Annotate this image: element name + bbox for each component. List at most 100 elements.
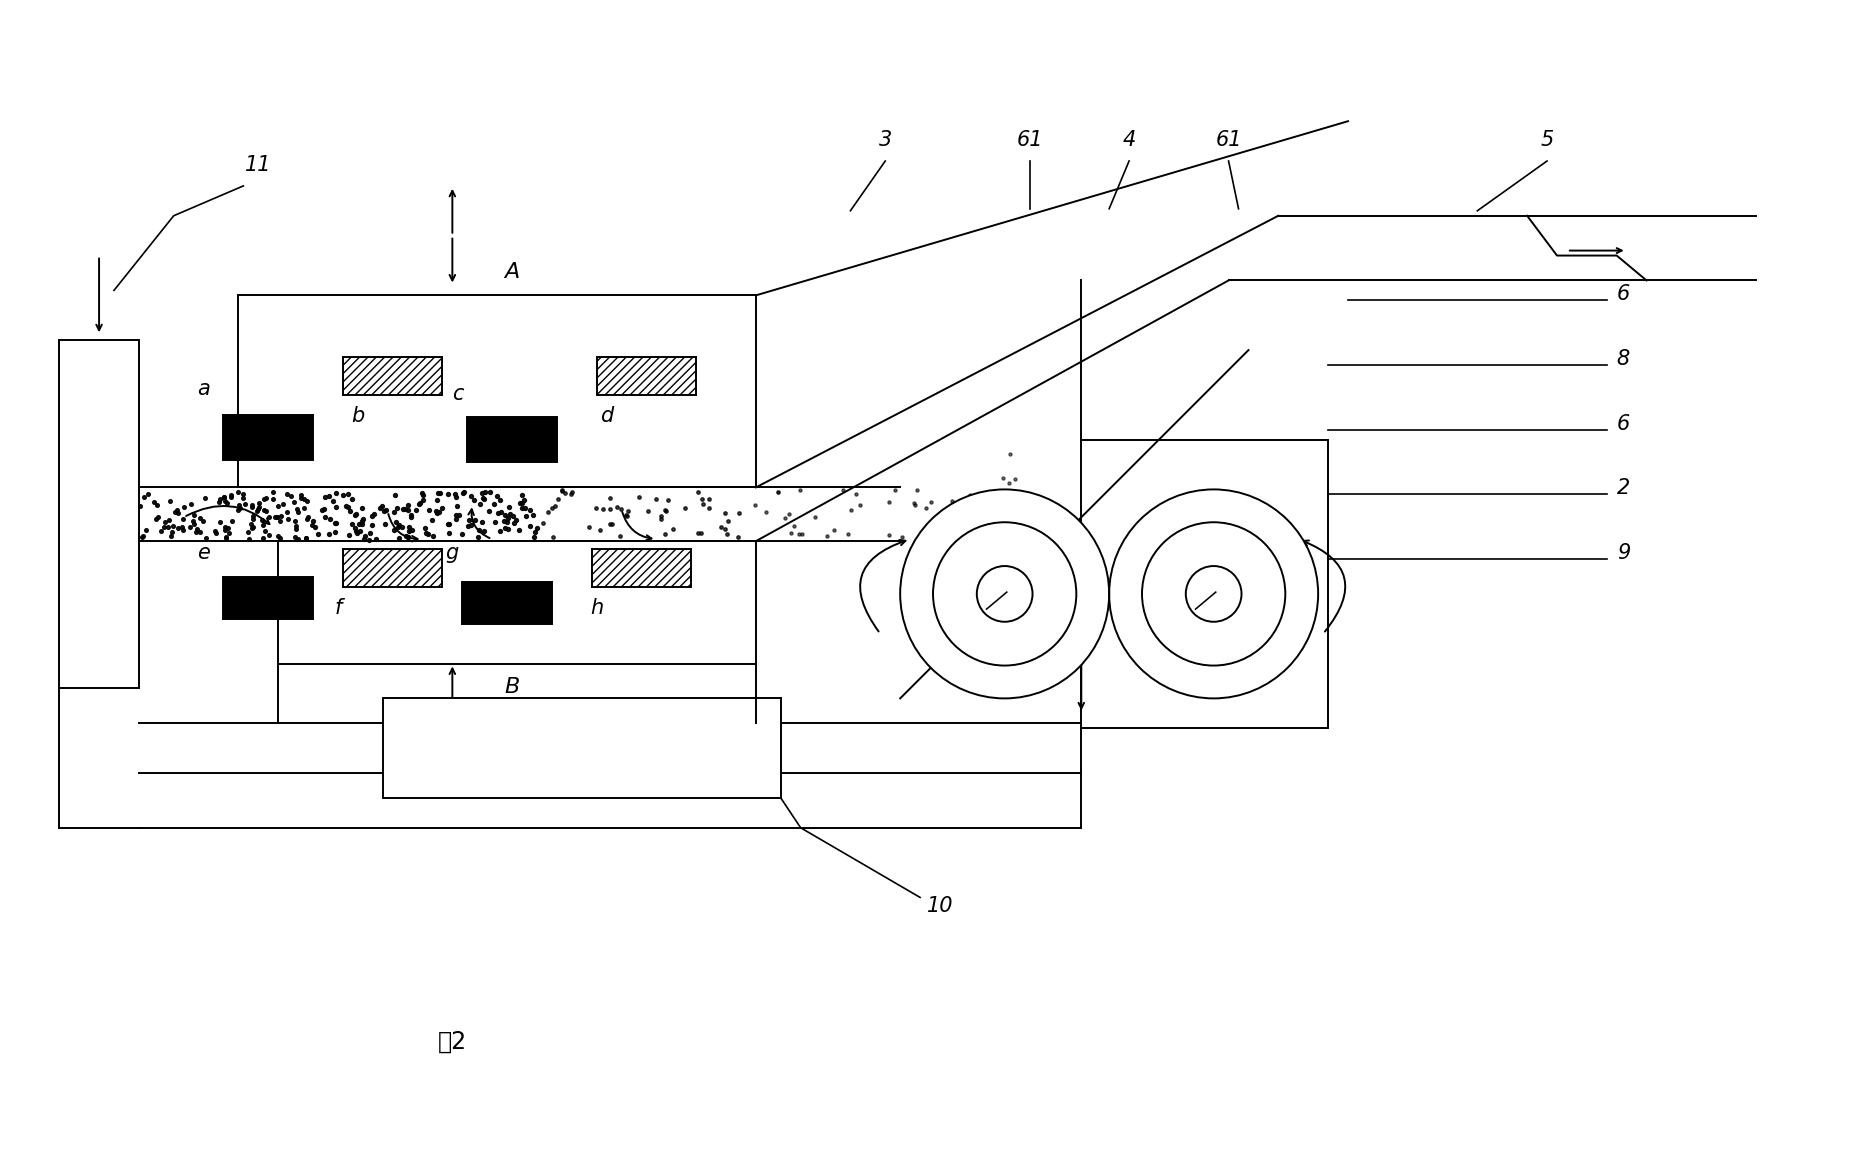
- Point: [657, 520, 687, 539]
- Point: [279, 527, 309, 546]
- Point: [163, 501, 193, 519]
- Point: [292, 492, 322, 510]
- Point: [1000, 470, 1030, 488]
- Wedge shape: [1178, 523, 1276, 579]
- Point: [646, 510, 676, 529]
- Point: [534, 503, 564, 522]
- Point: [987, 469, 1017, 487]
- Text: 3: 3: [878, 130, 892, 151]
- Point: [236, 515, 266, 533]
- Bar: [223, 415, 313, 460]
- Point: [397, 506, 427, 524]
- Point: [624, 487, 654, 506]
- Point: [723, 503, 753, 522]
- Point: [712, 525, 742, 543]
- Point: [944, 493, 974, 511]
- Point: [493, 519, 523, 538]
- Point: [671, 499, 701, 517]
- Point: [264, 496, 294, 515]
- Point: [320, 515, 350, 533]
- Point: [723, 527, 753, 546]
- Point: [243, 494, 273, 512]
- Point: [605, 527, 635, 546]
- Point: [594, 515, 624, 533]
- Point: [167, 517, 197, 535]
- Point: [129, 488, 159, 507]
- Point: [408, 486, 438, 504]
- Point: [819, 520, 848, 539]
- Point: [388, 500, 418, 518]
- Point: [556, 483, 586, 501]
- Circle shape: [1186, 566, 1242, 622]
- Point: [989, 589, 1019, 608]
- Point: [339, 518, 369, 537]
- Point: [333, 485, 363, 503]
- Point: [255, 508, 285, 526]
- Point: [315, 524, 345, 542]
- Text: a: a: [197, 379, 210, 399]
- Text: 6: 6: [1616, 284, 1630, 304]
- Point: [187, 512, 217, 531]
- Point: [410, 519, 440, 538]
- Point: [260, 508, 290, 526]
- Point: [348, 510, 378, 529]
- Point: [951, 518, 981, 537]
- Point: [367, 496, 397, 515]
- Point: [332, 496, 361, 515]
- Point: [200, 524, 230, 542]
- Point: [298, 516, 328, 534]
- Point: [380, 503, 410, 522]
- Point: [597, 515, 627, 533]
- Point: [910, 500, 940, 518]
- Point: [232, 523, 262, 541]
- Point: [210, 518, 240, 537]
- Bar: [466, 417, 556, 462]
- Point: [468, 489, 498, 508]
- Point: [479, 495, 509, 514]
- Point: [491, 506, 521, 524]
- Point: [309, 500, 339, 518]
- Point: [238, 495, 268, 514]
- Text: d: d: [599, 406, 612, 426]
- Point: [448, 484, 478, 502]
- Text: 6: 6: [1616, 414, 1630, 433]
- Point: [996, 570, 1026, 588]
- Point: [127, 529, 157, 547]
- Point: [348, 530, 378, 548]
- Point: [740, 496, 770, 515]
- Point: [614, 502, 644, 520]
- Point: [217, 487, 247, 506]
- Point: [459, 491, 489, 509]
- Point: [1000, 487, 1030, 506]
- Point: [341, 522, 371, 540]
- Text: A: A: [504, 262, 519, 283]
- Point: [238, 507, 268, 525]
- Point: [641, 489, 671, 508]
- Text: e: e: [197, 543, 210, 563]
- Point: [414, 501, 444, 519]
- Point: [470, 483, 500, 501]
- Point: [519, 506, 549, 524]
- Point: [875, 493, 905, 511]
- Point: [350, 526, 380, 545]
- Point: [264, 530, 294, 548]
- Point: [238, 519, 268, 538]
- Point: [588, 500, 618, 518]
- Point: [899, 495, 929, 514]
- Point: [154, 517, 184, 535]
- Point: [993, 473, 1023, 492]
- Point: [328, 486, 358, 504]
- Point: [916, 493, 946, 511]
- Point: [433, 515, 463, 533]
- Point: [125, 496, 155, 515]
- Point: [442, 506, 472, 524]
- Point: [406, 484, 436, 502]
- Point: [987, 577, 1017, 595]
- Point: [247, 516, 277, 534]
- Point: [491, 519, 521, 538]
- Point: [485, 491, 515, 509]
- Wedge shape: [968, 523, 1068, 579]
- Bar: [463, 581, 553, 624]
- Point: [650, 525, 680, 543]
- Point: [833, 525, 863, 543]
